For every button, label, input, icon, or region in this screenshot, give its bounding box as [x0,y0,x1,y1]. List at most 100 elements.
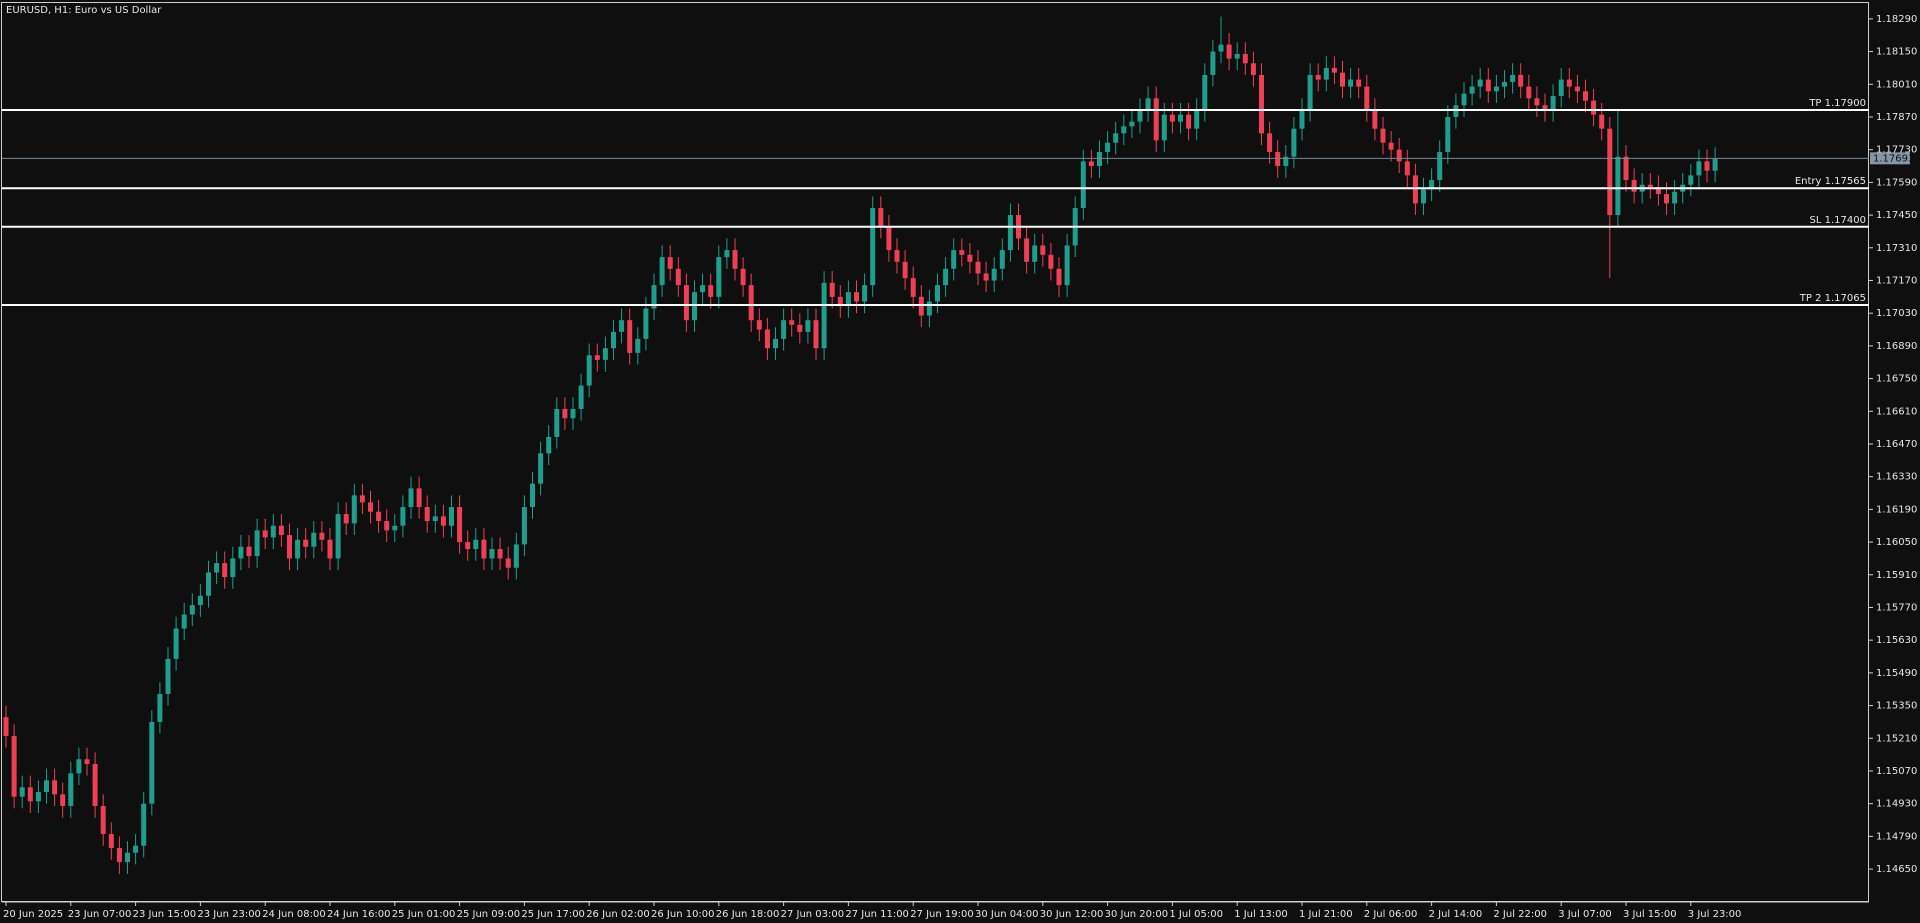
candle-body [1267,133,1273,153]
candle-body [530,483,535,508]
candle-body [481,539,487,559]
x-tick-label: 24 Jun 16:00 [327,909,391,920]
candle-body [1412,175,1418,204]
x-tick-label: 2 Jul 06:00 [1364,909,1418,920]
candle-body [214,563,220,573]
candle-body [1502,81,1507,87]
candle-body [270,525,276,538]
candle-body [246,546,252,557]
candle-body [578,385,584,409]
candle-body [1380,128,1386,143]
candle-body [1607,128,1613,216]
candle-body [1323,67,1329,80]
x-tick-label: 20 Jun 2025 [3,909,63,920]
candle-body [1283,156,1289,167]
candle-body [52,780,58,795]
candle-body [1024,238,1030,262]
candle-body [1056,268,1062,286]
candle-body [1631,180,1637,192]
candle-body [1226,44,1232,59]
candle-body [1704,161,1710,171]
y-tick-label: 1.16330 [1876,472,1917,483]
candle-body [1234,53,1240,59]
candle-body [773,338,778,349]
candle-body [1453,105,1459,117]
candle-body [1404,161,1410,176]
candle-body [165,658,171,694]
candle-body [967,254,973,262]
x-tick-label: 25 Jun 17:00 [521,909,585,920]
x-tick-label: 1 Jul 05:00 [1169,909,1223,920]
candle-body [222,563,228,578]
candle-body [829,282,835,297]
candle-body [116,848,122,863]
candle-body [432,516,438,522]
candle-body [1340,72,1345,87]
candle-body [392,525,398,531]
x-tick-label: 23 Jun 23:00 [197,909,261,920]
candle-body [1105,142,1111,153]
candle-body [1202,74,1208,110]
candle-body [837,296,843,307]
candle-body [92,763,98,807]
x-tick-label: 3 Jul 23:00 [1688,909,1742,920]
candle-body [756,320,762,330]
candle-body [1007,215,1013,251]
candle-body [959,250,965,255]
candle-body [1372,109,1378,129]
y-tick-label: 1.14650 [1876,864,1917,875]
candle-body [797,324,803,332]
candle-body [667,257,673,269]
y-tick-label: 1.17030 [1876,308,1917,319]
candle-body [740,268,746,286]
candle-body [732,250,738,269]
candle-body [319,532,325,540]
candle-body [1518,74,1524,87]
current-price-box [1870,152,1910,165]
candle-body [1566,79,1572,87]
candle-body [1186,114,1192,129]
x-tick-label: 26 Jun 18:00 [716,909,780,920]
candle-body [1534,98,1540,106]
candle-body [1291,128,1297,157]
candle-body [84,759,90,764]
candle-body [619,320,625,332]
candle-body [1040,245,1046,255]
y-tick-label: 1.15910 [1876,570,1917,581]
candle-body [813,320,819,349]
level-label: Entry 1.17565 [1795,176,1866,187]
x-tick-label: 25 Jun 09:00 [457,909,521,920]
candle-body [1510,74,1516,82]
candle-body [149,721,155,804]
candle-body [1088,161,1094,167]
candle-body [675,268,681,286]
x-tick-label: 24 Jun 08:00 [262,909,326,920]
x-tick-label: 23 Jun 07:00 [68,909,132,920]
candle-body [902,261,908,279]
candle-body [295,539,301,559]
candle-body [886,226,892,251]
y-tick-label: 1.17870 [1876,112,1917,123]
candle-body [845,292,851,307]
candle-body [368,502,373,512]
candle-body [416,488,422,508]
y-tick-label: 1.14790 [1876,831,1917,842]
y-tick-label: 1.17310 [1876,243,1917,254]
candle-body [1331,67,1337,73]
candle-body [1599,114,1605,129]
candle-body [311,532,317,547]
candle-body [1485,79,1491,92]
candle-body [1615,156,1621,216]
candle-body [805,320,811,332]
candle-body [562,408,568,419]
candle-body [141,803,147,846]
x-tick-label: 27 Jun 19:00 [910,909,974,920]
candle-body [1299,109,1305,129]
candle-body [870,208,876,286]
candle-body [181,614,187,629]
candle-body [781,320,787,339]
y-tick-label: 1.15630 [1876,635,1917,646]
candle-body [724,250,730,258]
candle-body [1259,74,1264,134]
